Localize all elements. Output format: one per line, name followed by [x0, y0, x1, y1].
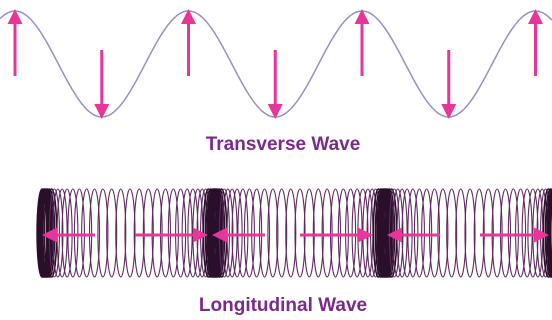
coil	[286, 189, 296, 277]
coil	[304, 189, 314, 277]
coil	[352, 189, 362, 277]
coil	[456, 189, 466, 277]
coil	[465, 189, 475, 277]
coil	[125, 189, 135, 277]
coil	[522, 189, 532, 277]
coil	[116, 189, 126, 277]
diagram: Transverse Wave Longitudinal Wave	[0, 0, 552, 320]
coil	[82, 189, 92, 277]
coil	[134, 189, 144, 277]
transverse-wave	[0, 11, 552, 117]
coil	[422, 189, 432, 277]
coil	[295, 189, 305, 277]
longitudinal-wave	[37, 189, 552, 277]
coil	[252, 189, 262, 277]
longitudinal-label: Longitudinal Wave	[199, 295, 367, 316]
coil	[182, 189, 192, 277]
page: Transverse Wave Longitudinal Wave (() =>…	[0, 0, 552, 320]
coil	[474, 189, 484, 277]
transverse-label: Transverse Wave	[206, 134, 361, 155]
